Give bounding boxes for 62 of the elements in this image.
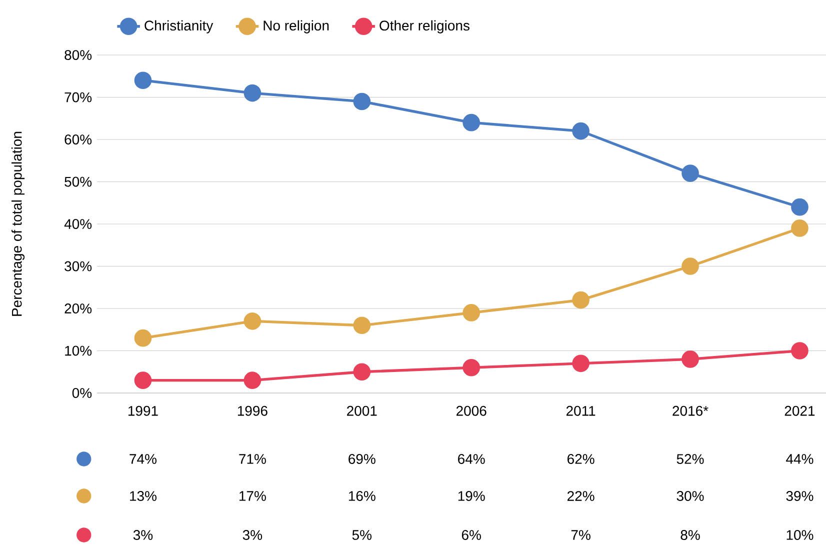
data-label: 8% <box>680 530 700 540</box>
x-tick-label: 1996 <box>238 406 268 416</box>
x-tick-label: 2021 <box>784 406 815 416</box>
point <box>682 258 699 275</box>
data-label: 44% <box>786 454 814 464</box>
point <box>353 316 371 334</box>
data-label: 62% <box>568 454 594 464</box>
y-tick-label: 60% <box>64 134 92 144</box>
data-label: 3% <box>133 530 153 540</box>
data-label: 10% <box>786 530 814 540</box>
data-label: 71% <box>239 454 266 464</box>
legend-label: Other religions <box>380 20 470 34</box>
x-tick-label: 2001 <box>347 406 377 416</box>
point <box>572 291 590 309</box>
legend-label: No religion <box>264 20 329 34</box>
y-tick-label: 40% <box>64 219 92 229</box>
point <box>134 372 152 389</box>
data-label: 22% <box>568 491 594 501</box>
y-tick-label: 0% <box>72 388 92 398</box>
data-label: 17% <box>239 491 266 501</box>
x-tick-label: 2006 <box>456 406 486 416</box>
data-label: 52% <box>676 454 704 464</box>
data-label: 13% <box>130 491 156 501</box>
data-label: 3% <box>242 530 262 540</box>
y-axis-title: Percentage of total population <box>11 132 25 316</box>
point <box>134 72 152 90</box>
data-label: 74% <box>130 454 156 464</box>
data-label: 5% <box>352 530 372 540</box>
y-tick-label: 50% <box>64 176 92 187</box>
y-tick-label: 20% <box>64 304 92 314</box>
data-label: 30% <box>676 491 704 501</box>
y-tick-label: 10% <box>65 346 92 356</box>
point <box>244 372 262 389</box>
point <box>134 329 152 347</box>
data-label: 39% <box>786 491 814 501</box>
y-tick-label: 30% <box>64 261 92 272</box>
x-tick-label: 2011 <box>566 406 596 416</box>
point <box>791 342 808 360</box>
point <box>462 358 480 376</box>
y-tick-label: 80% <box>64 50 92 60</box>
point <box>791 220 808 237</box>
point <box>244 84 262 102</box>
point <box>353 92 371 110</box>
point <box>791 198 808 216</box>
data-label: 7% <box>571 530 590 540</box>
y-tick-label: 70% <box>64 92 92 102</box>
data-label: 19% <box>458 491 485 501</box>
data-label: 6% <box>462 530 481 540</box>
data-label: 64% <box>458 454 485 464</box>
point <box>682 164 699 182</box>
legend-label: Christianity <box>144 20 214 34</box>
x-tick-label: 2016* <box>672 406 708 416</box>
point <box>572 354 590 372</box>
point <box>462 114 480 132</box>
data-label: 69% <box>348 454 376 464</box>
x-tick-label: 1991 <box>128 406 158 416</box>
point <box>572 122 590 140</box>
point <box>682 350 699 368</box>
point <box>244 312 262 330</box>
data-label: 16% <box>348 491 376 501</box>
point <box>353 363 371 381</box>
point <box>462 304 480 322</box>
